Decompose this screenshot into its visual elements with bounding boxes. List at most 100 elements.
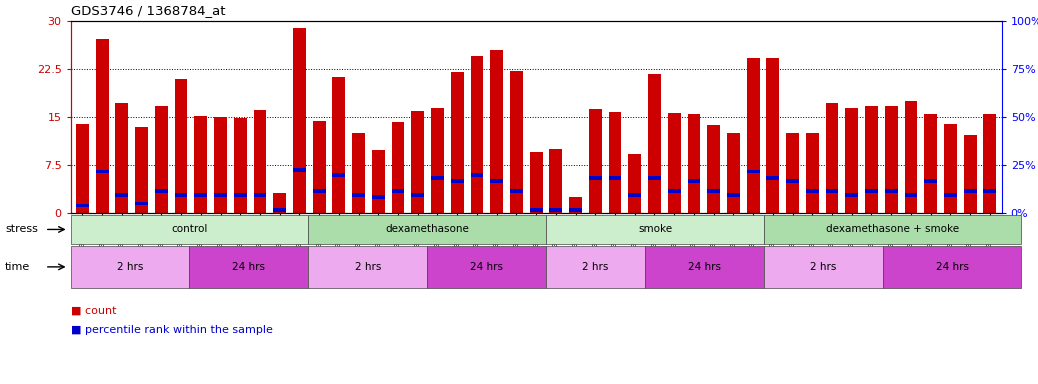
Bar — [645, 246, 764, 288]
Bar — [352, 133, 365, 213]
Bar — [764, 246, 882, 288]
Bar — [983, 189, 996, 193]
Text: 2 hrs: 2 hrs — [582, 262, 608, 272]
Bar — [707, 125, 720, 213]
Bar — [450, 72, 464, 213]
Bar — [253, 193, 267, 197]
Text: 2 hrs: 2 hrs — [811, 262, 837, 272]
Text: 24 hrs: 24 hrs — [233, 262, 266, 272]
Bar — [924, 114, 937, 213]
Bar — [293, 168, 306, 172]
Bar — [431, 108, 444, 213]
Bar — [628, 154, 641, 213]
Text: dexamethasone: dexamethasone — [385, 224, 469, 235]
Bar — [944, 193, 957, 197]
Bar — [589, 176, 602, 180]
Bar — [490, 50, 503, 213]
Bar — [352, 193, 365, 197]
Bar — [608, 112, 622, 213]
Bar — [115, 193, 129, 197]
Bar — [332, 77, 346, 213]
Bar — [273, 193, 286, 213]
Bar — [76, 204, 89, 207]
Bar — [687, 114, 701, 213]
Bar — [904, 193, 918, 197]
Bar — [865, 189, 878, 193]
Bar — [214, 193, 227, 197]
Bar — [155, 189, 168, 193]
Bar — [746, 58, 760, 213]
Bar — [805, 189, 819, 193]
Bar — [194, 116, 208, 213]
Bar — [391, 189, 405, 193]
Text: 24 hrs: 24 hrs — [688, 262, 721, 272]
Bar — [431, 176, 444, 180]
Text: 24 hrs: 24 hrs — [935, 262, 968, 272]
Bar — [135, 127, 148, 213]
Bar — [884, 106, 898, 213]
Bar — [312, 121, 326, 213]
Bar — [569, 197, 582, 213]
Bar — [546, 215, 764, 244]
Bar — [983, 114, 996, 213]
Bar — [825, 189, 839, 193]
Bar — [312, 189, 326, 193]
Bar — [490, 179, 503, 183]
Text: 2 hrs: 2 hrs — [355, 262, 381, 272]
Bar — [174, 193, 188, 197]
Bar — [308, 246, 428, 288]
Text: 24 hrs: 24 hrs — [470, 262, 503, 272]
Bar — [470, 173, 484, 177]
Bar — [825, 103, 839, 213]
Text: smoke: smoke — [638, 224, 672, 235]
Bar — [372, 151, 385, 213]
Bar — [924, 179, 937, 183]
Bar — [95, 170, 109, 174]
Bar — [884, 189, 898, 193]
Bar — [549, 208, 563, 212]
Bar — [786, 133, 799, 213]
Bar — [667, 113, 681, 213]
Bar — [707, 189, 720, 193]
Bar — [882, 246, 1021, 288]
Bar — [115, 103, 129, 213]
Bar — [764, 215, 1021, 244]
Bar — [549, 149, 563, 213]
Bar — [628, 193, 641, 197]
Bar — [71, 215, 308, 244]
Bar — [411, 193, 425, 197]
Bar — [529, 208, 543, 212]
Bar — [332, 173, 346, 177]
Bar — [687, 179, 701, 183]
Bar — [308, 215, 546, 244]
Bar — [766, 176, 780, 180]
Bar — [95, 39, 109, 213]
Bar — [135, 202, 148, 205]
Text: ■ count: ■ count — [71, 306, 116, 316]
Bar — [805, 133, 819, 213]
Bar — [71, 246, 190, 288]
Bar — [608, 176, 622, 180]
Bar — [546, 246, 645, 288]
Text: ■ percentile rank within the sample: ■ percentile rank within the sample — [71, 325, 272, 335]
Bar — [253, 110, 267, 213]
Bar — [450, 179, 464, 183]
Bar — [904, 101, 918, 213]
Bar — [273, 208, 286, 212]
Bar — [865, 106, 878, 213]
Bar — [190, 246, 308, 288]
Bar — [293, 28, 306, 213]
Bar — [411, 111, 425, 213]
Bar — [529, 152, 543, 213]
Bar — [727, 193, 740, 197]
Text: stress: stress — [5, 224, 38, 235]
Bar — [569, 208, 582, 212]
Bar — [174, 79, 188, 213]
Bar — [963, 189, 977, 193]
Bar — [667, 189, 681, 193]
Bar — [510, 71, 523, 213]
Bar — [963, 135, 977, 213]
Bar — [944, 124, 957, 213]
Text: GDS3746 / 1368784_at: GDS3746 / 1368784_at — [71, 4, 225, 17]
Bar — [194, 193, 208, 197]
